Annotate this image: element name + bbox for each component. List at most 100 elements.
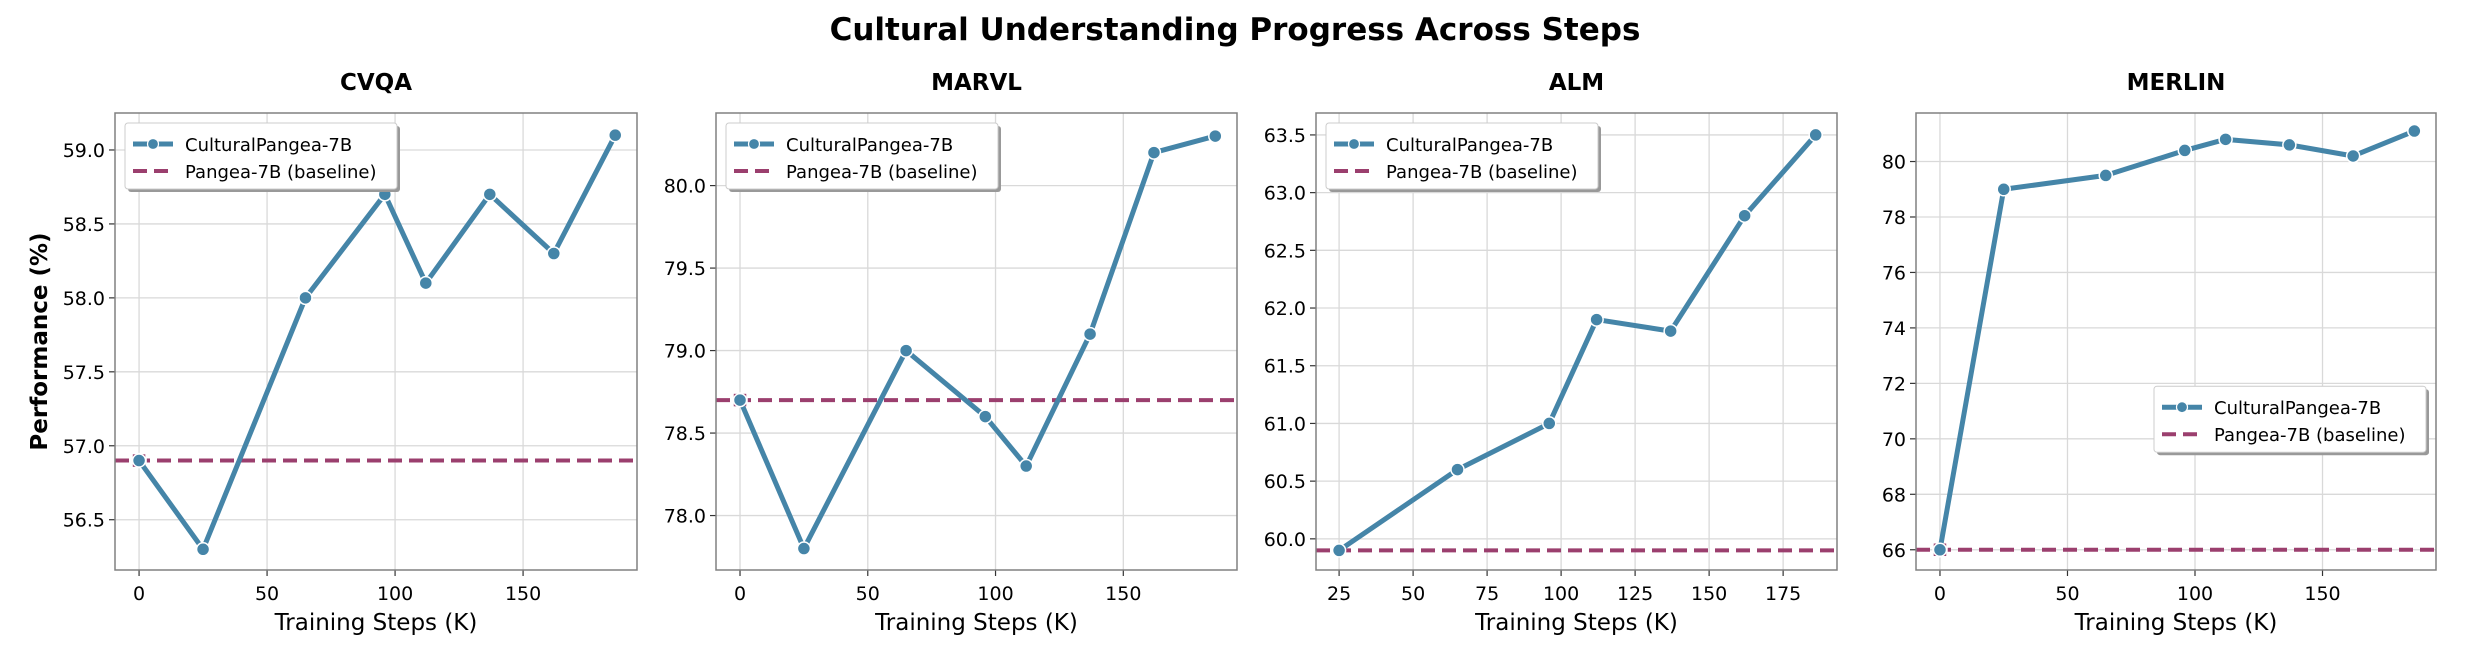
axes-frame xyxy=(1915,112,2437,571)
legend-series-label: CulturalPangea-7B xyxy=(1386,135,1553,156)
data-point xyxy=(1018,458,1034,474)
data-point xyxy=(1663,323,1678,339)
y-tick-label: 62.0 xyxy=(1264,298,1306,320)
legend-box xyxy=(124,122,398,190)
subplot-title: MERLIN xyxy=(2127,70,2226,96)
y-tick-label: 56.5 xyxy=(63,510,105,532)
y-tick-label: 60.5 xyxy=(1264,471,1306,493)
data-point xyxy=(2345,148,2361,164)
data-point xyxy=(1932,542,1948,558)
y-tick-label: 61.0 xyxy=(1264,413,1306,435)
subplot-alm: 25 50 75 100 125 150 175 60.0 60.5 61.0 61.5 62.0 62… xyxy=(1264,70,1838,636)
y-tick-label: 79.0 xyxy=(664,341,706,363)
legend-series-marker xyxy=(146,137,160,151)
data-point xyxy=(2282,137,2297,153)
y-tick-label: 78.5 xyxy=(664,423,706,445)
y-tick-label: 63.5 xyxy=(1264,125,1306,147)
data-point xyxy=(1808,127,1823,143)
y-tick-label: 61.5 xyxy=(1264,356,1306,378)
x-tick-label: 0 xyxy=(1934,583,1946,605)
data-point xyxy=(1146,145,1162,160)
data-point xyxy=(1208,128,1223,144)
data-point xyxy=(2218,132,2233,147)
y-tick-label: 66 xyxy=(1882,540,1906,562)
figure-title: Cultural Understanding Progress Across S… xyxy=(829,12,1641,48)
x-axis-label: Training Steps (K) xyxy=(2074,610,2278,636)
y-tick-label: 76 xyxy=(1882,262,1906,284)
legend-series-label: CulturalPangea-7B xyxy=(185,135,352,156)
y-axis-label: Performance (%) xyxy=(27,232,53,450)
x-tick-label: 150 xyxy=(2304,583,2340,605)
data-point xyxy=(898,343,914,358)
legend-baseline-label: Pangea-7B (baseline) xyxy=(786,162,977,183)
x-tick-label: 50 xyxy=(1401,583,1425,605)
y-tick-label: 72 xyxy=(1882,373,1906,395)
y-tick-label: 79.5 xyxy=(664,258,706,280)
legend: CulturalPangea-7B Pangea-7B (baseline) xyxy=(124,122,400,192)
data-point xyxy=(546,246,562,261)
x-tick-label: 0 xyxy=(133,583,145,605)
legend-box xyxy=(1325,122,1599,190)
x-tick-label: 150 xyxy=(505,583,541,605)
y-tick-label: 58.0 xyxy=(63,288,105,310)
x-tick-label: 25 xyxy=(1327,583,1351,605)
y-tick-label: 74 xyxy=(1882,318,1906,340)
legend: CulturalPangea-7B Pangea-7B (baseline) xyxy=(725,122,1001,192)
x-tick-label: 100 xyxy=(2177,583,2213,605)
y-tick-label: 57.5 xyxy=(63,362,105,384)
x-tick-label: 50 xyxy=(2055,583,2079,605)
subplot-title: MARVL xyxy=(931,70,1022,96)
x-tick-label: 75 xyxy=(1475,583,1499,605)
legend-series-marker xyxy=(1347,137,1361,151)
y-tick-label: 58.5 xyxy=(63,214,105,236)
x-tick-label: 150 xyxy=(1691,583,1727,605)
subplot-title: ALM xyxy=(1549,70,1604,96)
x-tick-label: 175 xyxy=(1765,583,1801,605)
legend-baseline-label: Pangea-7B (baseline) xyxy=(1386,162,1577,183)
data-point xyxy=(418,275,434,291)
x-axis-label: Training Steps (K) xyxy=(874,610,1078,636)
series-line xyxy=(137,134,618,552)
data-point xyxy=(1331,543,1347,558)
y-tick-label: 80.0 xyxy=(664,176,706,198)
series-line xyxy=(1937,128,2416,551)
legend-baseline-label: Pangea-7B (baseline) xyxy=(2214,425,2405,446)
x-tick-label: 100 xyxy=(1543,583,1579,605)
y-tick-label: 78.0 xyxy=(664,506,706,528)
legend-series-label: CulturalPangea-7B xyxy=(2214,398,2381,419)
subplot-marvl: 0 50 100 150 78.0 78.5 79.0 79.5 80.0 MARVL Traini… xyxy=(664,70,1238,636)
legend-box xyxy=(725,122,999,190)
y-tick-label: 59.0 xyxy=(63,140,105,162)
data-point xyxy=(607,127,623,143)
series-line xyxy=(737,133,1216,552)
y-tick-label: 63.0 xyxy=(1264,183,1306,205)
data-point xyxy=(1996,182,2011,197)
series-line xyxy=(1337,133,1818,553)
x-axis-label: Training Steps (K) xyxy=(1474,610,1678,636)
data-point xyxy=(796,541,812,556)
legend-series-marker xyxy=(747,137,761,151)
subplot-title: CVQA xyxy=(340,70,412,96)
data-point xyxy=(195,542,211,557)
subplot-merlin: 0 50 100 150 66 68 70 72 74 76 78 80 MERLIN Training … xyxy=(1882,70,2437,636)
data-point xyxy=(978,409,993,424)
axes-frame xyxy=(715,112,1238,571)
axes-frame xyxy=(114,112,638,571)
data-point xyxy=(1450,462,1465,477)
axes-frame xyxy=(1315,112,1838,571)
y-tick-label: 57.0 xyxy=(63,436,105,458)
data-point xyxy=(2407,123,2422,139)
data-point xyxy=(131,453,147,468)
x-tick-label: 100 xyxy=(977,583,1013,605)
y-tick-label: 60.0 xyxy=(1264,529,1306,551)
subplot-cvqa: 0 50 100 150 56.5 57.0 57.5 58.0 58.5 59.0 CVQA Tra… xyxy=(27,70,638,636)
legend-series-label: CulturalPangea-7B xyxy=(786,135,953,156)
x-tick-label: 50 xyxy=(856,583,880,605)
y-tick-label: 80 xyxy=(1882,152,1906,174)
y-tick-label: 78 xyxy=(1882,207,1906,229)
x-tick-label: 50 xyxy=(255,583,279,605)
data-point xyxy=(2098,168,2113,183)
legend-baseline-label: Pangea-7B (baseline) xyxy=(185,162,376,183)
data-point xyxy=(732,392,748,408)
